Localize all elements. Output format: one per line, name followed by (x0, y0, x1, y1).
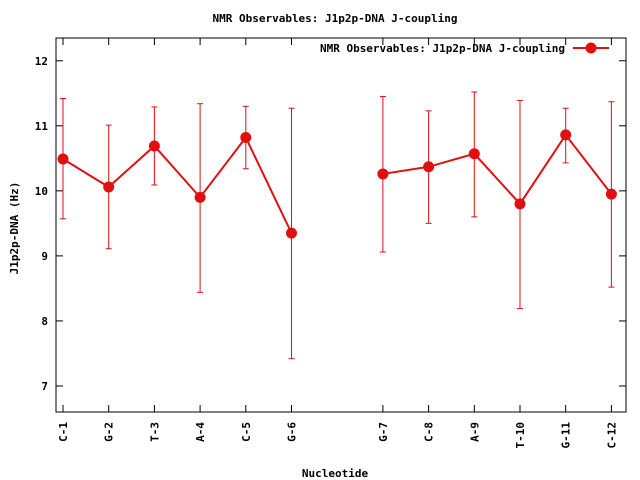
x-tick-label: G-11 (560, 422, 573, 449)
data-point (286, 227, 297, 239)
y-tick-label: 9 (41, 250, 48, 263)
data-point (148, 140, 160, 152)
data-point (468, 148, 480, 160)
y-tick-label: 10 (35, 185, 48, 198)
data-point (103, 181, 115, 193)
data-point (57, 153, 69, 165)
data-point (560, 129, 572, 141)
data-point (514, 198, 526, 210)
x-axis-label: Nucleotide (302, 467, 369, 480)
chart-title: NMR Observables: J1p2p-DNA J-coupling (212, 12, 457, 25)
data-point (605, 188, 617, 200)
y-tick-label: 7 (41, 380, 48, 393)
x-tick-label: C-1 (57, 422, 70, 442)
y-axis-label: J1p2p-DNA (Hz) (8, 182, 21, 275)
x-tick-label: G-6 (286, 422, 299, 442)
y-tick-label: 8 (41, 315, 48, 328)
data-point (194, 191, 206, 203)
plot-frame (55, 37, 627, 413)
x-tick-label: A-9 (468, 422, 481, 442)
x-tick-label: T-10 (514, 422, 527, 449)
x-tick-label: T-3 (148, 422, 161, 442)
x-tick-label: A-4 (194, 422, 207, 442)
x-tick-label: C-12 (605, 422, 618, 449)
plot-area: 7 8 9 10 11 12 C-1 G-2 T-3 A-4 C-5 G-6 G-7 C-8 A-9 T-10… (35, 37, 627, 449)
data-point (423, 161, 435, 173)
y-tick-label: 11 (35, 120, 49, 133)
series-line (62, 135, 293, 234)
data-point (377, 168, 389, 180)
y-tick-label: 12 (35, 55, 48, 68)
x-tick-label: G-7 (377, 422, 390, 442)
legend-marker (585, 42, 597, 54)
series-line (382, 133, 613, 206)
data-point (240, 132, 252, 144)
x-tick-label: C-5 (240, 422, 253, 442)
x-tick-label: G-2 (103, 422, 116, 442)
legend-label: NMR Observables: J1p2p-DNA J-coupling (320, 42, 565, 55)
x-tick-label: C-8 (423, 422, 436, 442)
legend: NMR Observables: J1p2p-DNA J-coupling (320, 42, 609, 55)
